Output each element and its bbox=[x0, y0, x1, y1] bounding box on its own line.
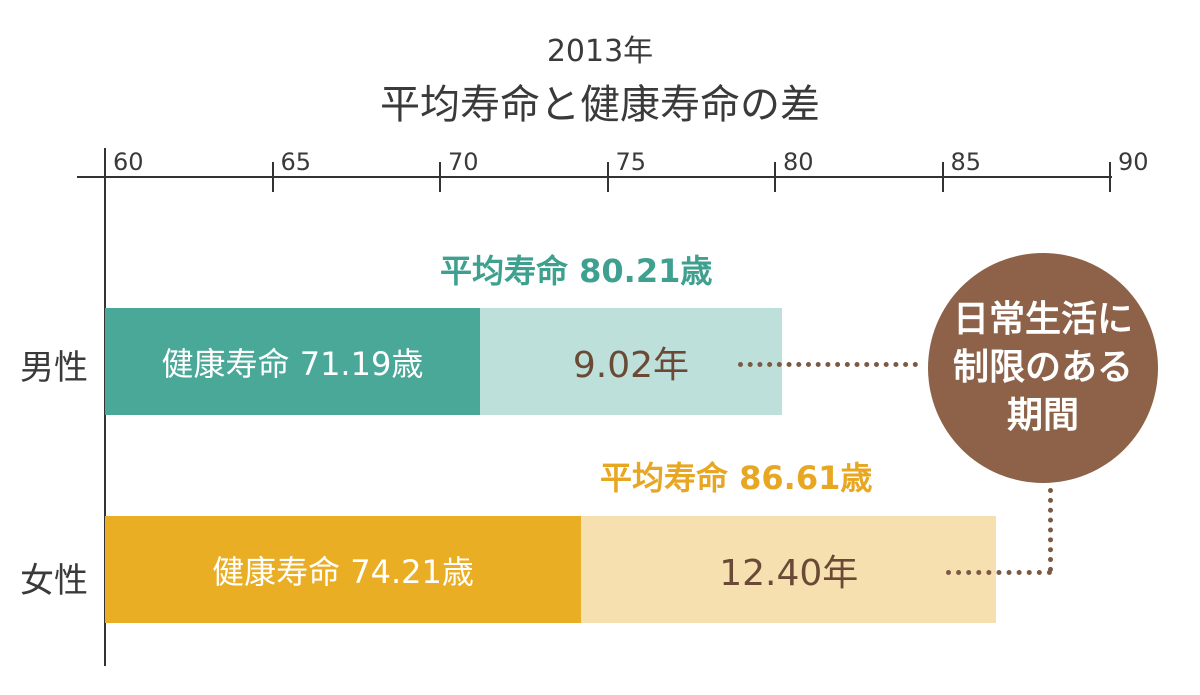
annotation-bubble: 日常生活に 制限のある 期間 bbox=[928, 253, 1158, 483]
x-tick-label: 60 bbox=[113, 148, 144, 176]
annotation-line-2: 制限のある bbox=[952, 347, 1133, 388]
x-tick bbox=[941, 162, 944, 192]
x-tick-label: 65 bbox=[280, 148, 312, 176]
label-male-avg: 平均寿命 80.21歳 bbox=[440, 252, 713, 290]
connector-female-vertical bbox=[1048, 488, 1053, 572]
label-male-healthy: 健康寿命 71.19歳 bbox=[161, 344, 424, 383]
connector-male bbox=[738, 362, 918, 367]
label-female-avg: 平均寿命 86.61歳 bbox=[600, 459, 873, 497]
x-tick-label: 75 bbox=[615, 148, 647, 176]
bar-female-healthy bbox=[105, 516, 582, 623]
chart-title: 平均寿命と健康寿命の差 bbox=[380, 82, 820, 128]
x-tick-label: 90 bbox=[1118, 148, 1149, 176]
x-tick bbox=[606, 162, 609, 192]
category-label-female: 女性 bbox=[20, 561, 88, 601]
label-female-gap: 12.40年 bbox=[719, 552, 859, 594]
annotation-line-1: 日常生活に bbox=[952, 299, 1133, 340]
x-tick-label: 70 bbox=[448, 148, 479, 176]
bar-male-healthy bbox=[105, 308, 480, 415]
chart-subtitle: 2013年 bbox=[546, 34, 654, 69]
x-tick-label: 80 bbox=[783, 148, 814, 176]
x-axis-line bbox=[77, 176, 1112, 178]
connector-female bbox=[946, 570, 1052, 575]
x-tick bbox=[439, 162, 441, 192]
x-tick bbox=[1109, 162, 1111, 192]
label-male-gap: 9.02年 bbox=[572, 344, 690, 386]
x-tick-label: 85 bbox=[950, 148, 982, 176]
category-label-male: 男性 bbox=[20, 348, 88, 388]
x-tick bbox=[774, 162, 776, 192]
label-female-healthy: 健康寿命 74.21歳 bbox=[212, 552, 474, 591]
x-tick bbox=[104, 162, 106, 192]
annotation-line-3: 期間 bbox=[1006, 395, 1079, 436]
x-tick bbox=[271, 162, 274, 192]
